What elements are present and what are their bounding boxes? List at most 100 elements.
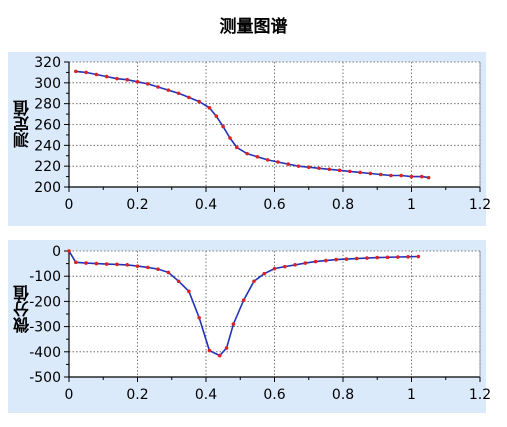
top-y-tick-label: 200 [34,180,61,196]
top-data-point [327,167,332,172]
bottom-x-tick-label: 0 [65,387,74,403]
bottom-data-point [135,264,140,268]
top-data-point [317,166,321,171]
bottom-data-point [385,255,390,260]
top-data-point [265,158,270,162]
bottom-data-point [197,315,201,320]
top-x-tick-label: 0 [65,197,74,213]
bottom-data-point [156,267,160,271]
top-x-tick-label: 1 [407,197,416,213]
top-data-point [221,124,225,129]
bottom-data-point [252,279,256,284]
top-data-point [197,99,201,104]
bottom-y-tick-label: -300 [29,320,61,336]
bottom-data-point [406,254,410,259]
top-data-point [358,170,362,175]
bottom-data-point [207,348,212,353]
top-x-tick-label: 0.2 [126,197,148,213]
bottom-data-point [231,322,236,326]
bottom-x-tick-label: 0.8 [332,387,354,403]
bottom-data-point [262,271,267,276]
bottom-x-tick-label: 0.6 [263,387,285,403]
top-data-point [74,69,78,74]
bottom-x-tick-label: 1 [407,387,416,403]
bottom-x-tick-label: 1.2 [469,387,491,403]
top-data-point [419,174,424,179]
bottom-y-tick-label: -500 [29,370,61,386]
bottom-data-point [145,265,150,270]
top-data-point [214,114,219,118]
bottom-data-point [67,249,71,253]
top-data-point [255,154,260,159]
top-y-tick-label: 320 [34,55,61,71]
bottom-data-point [94,261,99,266]
top-data-point [389,173,393,178]
bottom-data-point [354,256,359,261]
bottom-data-point [176,279,181,284]
top-data-point [228,136,232,140]
bottom-y-tick-label: -200 [29,294,61,310]
top-data-point [207,106,212,110]
top-data-point [84,70,88,75]
bottom-data-point [344,257,349,261]
bottom-data-point [104,262,109,266]
bottom-data-point [115,262,119,267]
bottom-data-point [224,346,229,350]
top-data-point [348,169,352,174]
top-data-point [94,72,99,77]
bottom-data-point [282,264,287,269]
top-data-point [276,160,280,164]
top-data-point [187,95,191,100]
top-x-tick-label: 0.6 [263,197,285,213]
chart-title: 测量图谱 [219,17,288,37]
top-data-point [235,145,239,150]
top-data-point [296,164,301,168]
bottom-x-tick-label: 0.4 [195,387,217,403]
bottom-data-point [324,258,328,263]
top-data-point [115,76,119,81]
top-data-point [176,91,181,96]
top-y-tick-label: 240 [34,138,61,154]
bottom-data-point [74,260,78,265]
bottom-data-point [217,353,222,358]
top-data-point [399,173,404,178]
bottom-data-point [416,254,421,259]
bottom-y-tick-label: -400 [29,345,61,361]
top-y-tick-label: 260 [34,118,61,134]
bottom-data-point [84,261,88,265]
bottom-data-point [396,255,400,259]
top-data-point [145,82,150,86]
bottom-y-tick-label: 0 [52,244,61,260]
top-x-tick-label: 0.4 [195,197,217,213]
top-data-point [156,85,160,89]
bottom-data-point [125,263,130,267]
top-data-point [426,175,431,180]
bottom-y-tick-label: -100 [29,269,61,285]
bottom-data-point [313,259,318,264]
top-data-point [286,162,291,166]
top-x-tick-label: 1.2 [469,197,491,213]
bottom-data-point [187,289,191,294]
top-data-point [104,74,109,79]
bottom-data-point [241,298,246,302]
top-data-point [166,88,171,92]
bottom-x-tick-label: 0.2 [126,387,148,403]
top-data-point [368,171,373,176]
top-data-point [306,165,311,170]
bottom-data-point [375,255,380,260]
bottom-data-point [334,257,338,262]
top-data-point [135,79,140,84]
top-y-tick-label: 220 [34,159,61,175]
bottom-data-point [293,263,297,267]
top-data-point [378,172,383,177]
top-data-point [125,77,130,82]
bottom-data-point [365,256,369,260]
top-x-tick-label: 0.8 [332,197,354,213]
top-y-tick-label: 280 [34,97,61,113]
bottom-data-point [303,261,308,265]
top-data-point [409,174,414,179]
bottom-data-point [166,270,171,275]
top-data-point [245,151,249,156]
bottom-data-point [272,266,277,271]
